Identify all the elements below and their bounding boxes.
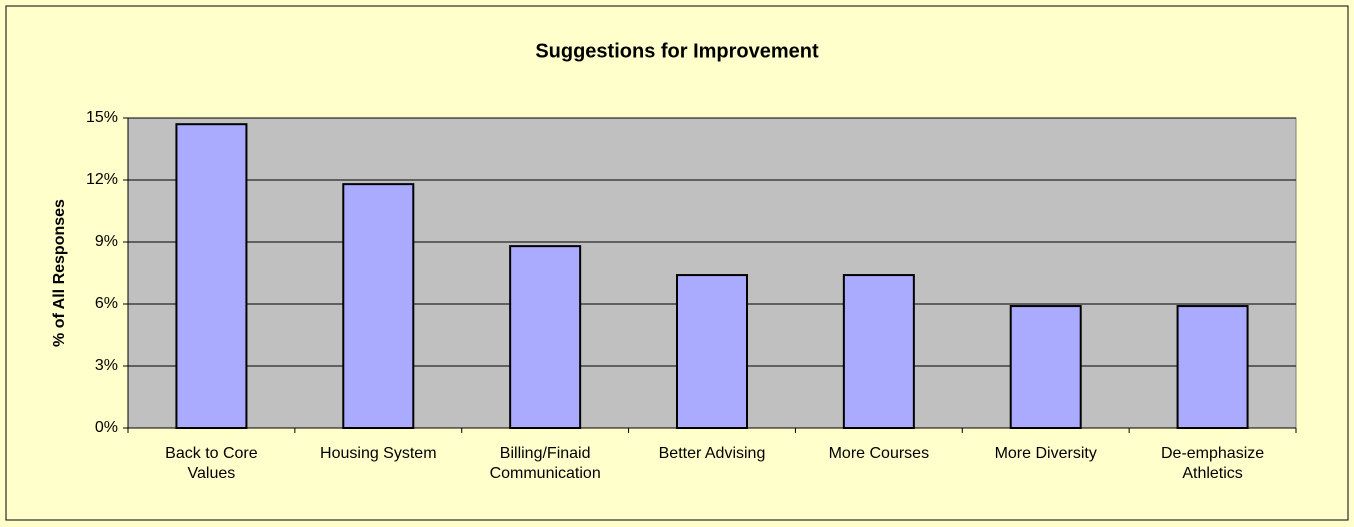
x-tick-label: Billing/Finaid Communication bbox=[489, 445, 601, 482]
chart-border bbox=[5, 5, 1349, 521]
bar bbox=[342, 183, 415, 429]
y-tick-label: 0% bbox=[95, 419, 118, 436]
y-axis-title: % of All Responses bbox=[51, 199, 68, 347]
bar bbox=[842, 274, 915, 430]
x-tick-label: More Courses bbox=[828, 445, 930, 462]
bar bbox=[676, 274, 748, 430]
bar bbox=[1009, 305, 1082, 430]
bar bbox=[1176, 305, 1249, 430]
x-tick-label: Housing System bbox=[320, 445, 437, 462]
x-tick-label: Back to Core Values bbox=[165, 445, 258, 482]
y-tick-label: 3% bbox=[95, 357, 118, 374]
bar bbox=[175, 123, 248, 429]
x-tick-label: Better Advising bbox=[658, 445, 766, 462]
y-tick-label: 6% bbox=[95, 295, 118, 312]
x-tick-label: More Diversity bbox=[994, 445, 1097, 462]
y-tick-label: 9% bbox=[95, 233, 118, 250]
y-tick-label: 12% bbox=[86, 171, 118, 188]
bar bbox=[509, 245, 582, 429]
x-tick-label: De-emphasize Athletics bbox=[1160, 445, 1265, 482]
y-tick-label: 15% bbox=[86, 109, 118, 126]
chart-title: Suggestions for Improvement bbox=[535, 40, 819, 62]
